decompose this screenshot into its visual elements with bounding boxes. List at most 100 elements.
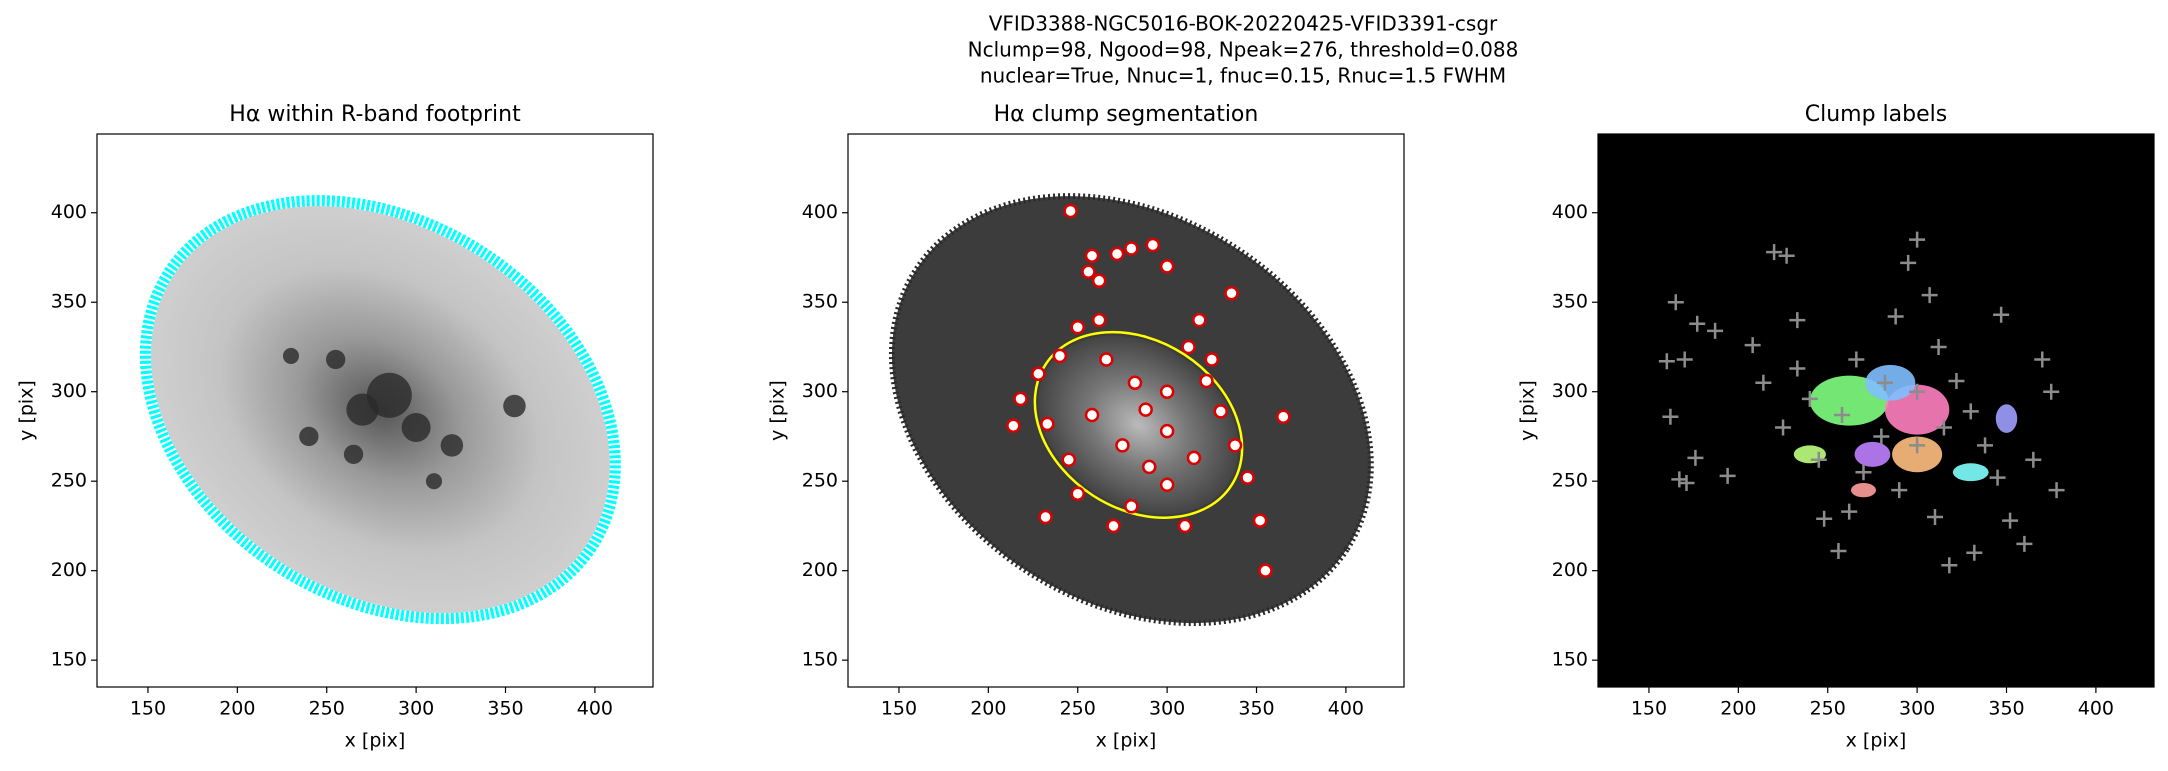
clump-peak	[1181, 339, 1196, 355]
footprint-edge	[139, 195, 621, 625]
clump-center	[1855, 464, 1872, 481]
y-tick-label: 200	[51, 559, 87, 581]
clump-center	[1887, 308, 1904, 325]
clump-center	[1935, 419, 1952, 436]
y-tick-label: 400	[802, 201, 838, 223]
clump-peak	[1063, 203, 1078, 219]
clump-center	[2016, 535, 2033, 552]
axes-frame	[847, 133, 1405, 688]
clump-center	[1687, 449, 1704, 466]
x-axis-label: x [pix]	[1846, 730, 1907, 752]
segmentation-contour	[1033, 330, 1244, 519]
clump-center	[1671, 471, 1688, 488]
clump-center	[1909, 231, 1926, 248]
x-axis-label: x [pix]	[1096, 730, 1157, 752]
y-tick-label: 300	[51, 380, 87, 402]
clump-center	[1719, 467, 1736, 484]
clump-center	[2002, 512, 2019, 529]
clump-center	[1810, 451, 1827, 468]
x-tick-label: 150	[1631, 698, 1667, 720]
axes-frame	[96, 133, 654, 688]
clump-peak	[1258, 563, 1273, 578]
clump-center	[1891, 482, 1908, 499]
clump-center	[1977, 437, 1994, 454]
clump-center	[2025, 451, 2042, 468]
clump-center	[1900, 254, 1917, 271]
clump-center	[1876, 374, 1893, 391]
clump-peak	[1084, 407, 1100, 423]
x-tick-label: 400	[1328, 698, 1364, 720]
clump-label-region	[1952, 463, 1989, 482]
clump-center	[1873, 428, 1890, 445]
y-tick-label: 300	[1552, 380, 1588, 402]
clump-center	[2048, 482, 2065, 499]
clump-peak	[1124, 241, 1139, 256]
panel	[97, 134, 653, 687]
clump-peak	[1006, 418, 1021, 433]
clump-center	[1789, 360, 1806, 377]
clump-center	[1962, 403, 1979, 420]
clump-peak	[1115, 438, 1130, 453]
clump-center	[1830, 542, 1847, 559]
x-tick-label: 300	[398, 698, 434, 720]
clump-center	[1816, 510, 1833, 527]
clump-center	[1775, 419, 1792, 436]
clump-peak	[1192, 312, 1207, 328]
clump-peak	[1186, 450, 1202, 466]
y-tick-label: 250	[51, 470, 87, 492]
galaxy-knot	[503, 394, 526, 418]
clump-peak	[1224, 286, 1239, 301]
clump-center	[1676, 351, 1693, 368]
y-axis-label: y [pix]	[1517, 380, 1539, 441]
clump-center	[1948, 372, 1965, 389]
y-axis-label: y [pix]	[767, 380, 789, 441]
galaxy-knot	[401, 413, 431, 442]
clump-center	[1909, 383, 1926, 400]
clump-peak	[1013, 391, 1028, 407]
y-tick-label: 150	[51, 649, 87, 671]
galaxy-knot	[346, 393, 379, 426]
clump-center	[1789, 312, 1806, 329]
clump-center	[1848, 351, 1865, 368]
galaxy-knot	[425, 473, 443, 490]
y-tick-label: 400	[1552, 201, 1588, 223]
y-tick-label: 150	[802, 649, 838, 671]
clump-peak	[1252, 513, 1268, 528]
clump-peak	[1061, 452, 1077, 467]
clump-peak	[1040, 416, 1055, 432]
galaxy-core	[1038, 335, 1239, 515]
x-axis-label: x [pix]	[345, 730, 406, 752]
clump-peak	[1124, 498, 1139, 514]
clump-peak	[1227, 438, 1243, 453]
clump-center	[1658, 353, 1675, 370]
x-tick-label: 250	[1810, 698, 1846, 720]
clump-label-region	[1892, 436, 1943, 473]
clump-peak	[1091, 273, 1107, 289]
galaxy-knot	[299, 426, 319, 447]
y-tick-label: 350	[1552, 291, 1588, 313]
x-tick-label: 150	[881, 698, 917, 720]
clump-peak	[1127, 375, 1143, 391]
y-tick-label: 300	[802, 380, 838, 402]
clump-center	[1801, 390, 1818, 407]
x-tick-label: 350	[487, 698, 523, 720]
x-tick-label: 400	[577, 698, 613, 720]
x-tick-label: 150	[130, 698, 166, 720]
clump-center	[1834, 406, 1851, 423]
clump-center	[1909, 437, 1926, 454]
clump-peak	[1141, 459, 1157, 475]
x-tick-label: 300	[1899, 698, 1935, 720]
x-tick-label: 250	[309, 698, 345, 720]
y-tick-label: 250	[802, 470, 838, 492]
clump-peak	[1070, 320, 1085, 335]
clump-peak	[1213, 404, 1229, 419]
clump-center	[2034, 351, 2051, 368]
clump-center	[1778, 247, 1795, 264]
clump-center	[1755, 374, 1772, 391]
x-tick-label: 200	[1720, 698, 1756, 720]
clump-peak	[1159, 477, 1175, 493]
clump-peak	[1031, 366, 1046, 382]
y-axis-label: y [pix]	[16, 380, 38, 441]
clump-center	[1927, 508, 1943, 525]
clump-label-region	[1850, 482, 1876, 498]
